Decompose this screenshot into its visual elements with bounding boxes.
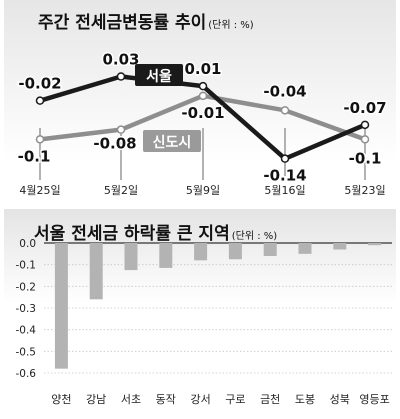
- newtown-label-box: [143, 130, 201, 152]
- bar: [298, 243, 312, 254]
- seoul-point: [360, 120, 370, 130]
- y-tick-label: -0.5: [16, 346, 37, 358]
- y-tick-label: -0.3: [16, 303, 37, 315]
- bar-chart-panel: 서울 전세금 하락률 큰 지역 (단위 : %) 0.0 -0.1 -0.2 -0.3 -…: [4, 209, 396, 419]
- bar: [54, 243, 68, 369]
- bar: [124, 243, 138, 271]
- x-tick-label: 영등포: [359, 393, 389, 406]
- seoul-point: [198, 81, 208, 91]
- bar-chart-title-text: 서울 전세금 하락률 큰 지역: [34, 224, 230, 244]
- newtown-value-label: -0.08: [93, 135, 136, 153]
- seoul-value-label: -0.02: [18, 75, 61, 93]
- x-tick-label: 양천: [51, 392, 71, 406]
- x-tick-label: 5월2일: [104, 183, 138, 197]
- y-tick-label: -0.4: [16, 325, 37, 337]
- bar: [228, 243, 242, 260]
- seoul-point: [116, 72, 126, 81]
- newtown-value-label: -0.04: [263, 82, 306, 100]
- bar-chart-svg: 0.0 -0.1 -0.2 -0.3 -0.4 -0.5 -0.6 양천 강남 서초 동작 강서 구로 금…: [16, 238, 392, 406]
- line-chart-svg: 4월25일 5월2일 5월9일 5월16일 5월23일 -0.02 0.03 0.01 -0.1…: [16, 49, 388, 197]
- bar-chart-title: 서울 전세금 하락률 큰 지역 (단위 : %): [34, 219, 277, 244]
- seoul-value-label: 0.01: [184, 60, 221, 78]
- newtown-series-name: 신도시: [153, 135, 192, 151]
- seoul-value-label: -0.14: [263, 167, 306, 185]
- x-tick-label: 4월25일: [19, 183, 60, 197]
- newtown-value-label: -0.1: [349, 149, 382, 167]
- line-chart-title-text: 주간 전세금변동률 추이: [38, 13, 207, 33]
- bar-chart-unit: (단위 : %): [231, 231, 278, 242]
- x-tick-label: 5월23일: [344, 183, 385, 197]
- x-tick-label: 도봉: [295, 393, 315, 406]
- y-tick-label: -0.1: [16, 260, 37, 272]
- newtown-value-label: -0.1: [18, 147, 51, 165]
- newtown-point: [360, 135, 370, 144]
- bar: [159, 243, 173, 268]
- seoul-series-name: 서울: [146, 68, 172, 85]
- y-tick-label: -0.6: [16, 368, 37, 380]
- seoul-label-box: [135, 64, 183, 86]
- x-tick-label: 5월9일: [186, 183, 220, 197]
- x-tick-label: 금천: [260, 392, 280, 406]
- seoul-point: [280, 154, 290, 163]
- bar: [368, 243, 382, 246]
- line-chart-panel: 주간 전세금변동률 추이 (단위 : %) 4월25일 5월2일 5월9일 5월16일 5…: [4, 0, 396, 208]
- newtown-point: [35, 135, 45, 144]
- seoul-point: [35, 96, 45, 105]
- y-tick-label: -0.2: [16, 281, 37, 293]
- newtown-point: [116, 125, 126, 134]
- x-tick-label: 성북: [330, 393, 350, 406]
- bar: [333, 243, 347, 250]
- seoul-value-label: -0.07: [343, 99, 386, 117]
- x-tick-label: 서초: [121, 393, 141, 406]
- line-chart-unit: (단위 : %): [208, 20, 254, 31]
- newtown-point: [280, 106, 290, 115]
- x-tick-label: 강서: [190, 393, 210, 406]
- seoul-value-label: 0.03: [102, 51, 139, 69]
- bar: [89, 243, 103, 300]
- x-tick-label: 동작: [156, 393, 176, 406]
- y-tick-label: 0.0: [19, 238, 36, 250]
- newtown-point: [198, 91, 208, 101]
- x-tick-label: 5월16일: [264, 183, 305, 197]
- line-chart-title: 주간 전세금변동률 추이 (단위 : %): [38, 8, 254, 33]
- bar: [194, 243, 208, 261]
- x-tick-label: 강남: [86, 393, 106, 406]
- bar: [263, 243, 277, 256]
- newtown-value-label: -0.01: [181, 104, 224, 122]
- x-tick-label: 구로: [225, 393, 245, 406]
